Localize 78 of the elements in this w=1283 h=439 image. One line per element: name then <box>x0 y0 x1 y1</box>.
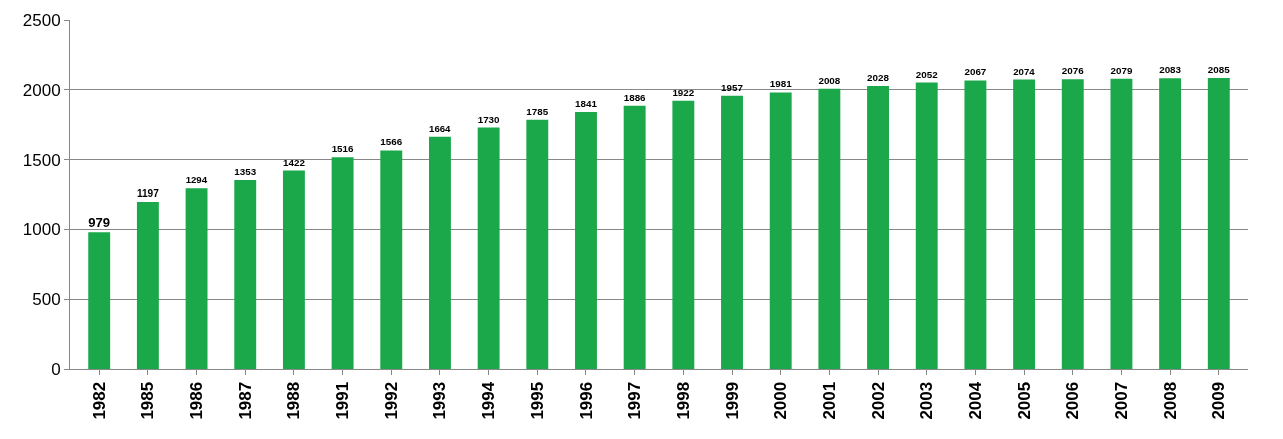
x-tick-label: 1993 <box>430 381 450 420</box>
data-label: 1422 <box>282 156 306 168</box>
data-label: 1886 <box>623 91 647 103</box>
y-tick-label: 2000 <box>22 80 61 100</box>
x-tick-label: 1997 <box>625 381 645 420</box>
data-label: 1785 <box>526 105 549 117</box>
data-label: 2079 <box>1110 64 1133 76</box>
data-label: 1664 <box>429 122 452 134</box>
y-tick-label: 1000 <box>22 220 61 240</box>
bar <box>867 85 889 369</box>
x-tick-label: 1995 <box>527 381 547 420</box>
bar <box>721 95 743 369</box>
y-tick-label: 500 <box>32 290 61 310</box>
bar <box>964 80 987 369</box>
data-label: 1841 <box>575 98 598 110</box>
y-tick-label: 0 <box>51 359 61 379</box>
y-tick-label: 2500 <box>22 10 61 30</box>
data-label: 2074 <box>1013 65 1036 77</box>
bar <box>1207 77 1230 369</box>
bar <box>1013 79 1036 369</box>
bar <box>915 82 938 369</box>
x-tick-label: 1987 <box>235 381 255 420</box>
x-tick-label: 2009 <box>1209 381 1229 420</box>
x-tick-label: 1992 <box>381 381 401 420</box>
bar <box>623 105 646 369</box>
bar <box>136 201 159 369</box>
bar <box>234 180 257 369</box>
bar <box>526 119 549 369</box>
bar <box>769 92 792 369</box>
data-label: 1353 <box>234 166 257 178</box>
data-label: 1566 <box>380 136 403 148</box>
data-label: 979 <box>88 214 111 230</box>
x-tick-label: 1982 <box>89 381 109 420</box>
x-tick-label: 1985 <box>138 381 158 420</box>
data-label: 1957 <box>721 81 744 93</box>
x-tick-label: 1996 <box>576 381 596 420</box>
data-label: 2052 <box>915 68 939 80</box>
bar <box>1159 78 1182 369</box>
x-tick-label: 1998 <box>673 381 693 420</box>
data-label: 1922 <box>672 86 695 98</box>
data-label: 1730 <box>477 113 501 125</box>
bar <box>575 112 597 369</box>
x-tick-label: 2006 <box>1063 381 1083 420</box>
x-tick-label: 2004 <box>965 381 985 420</box>
data-label: 2067 <box>964 66 987 78</box>
x-tick-label: 1999 <box>722 381 742 420</box>
bar <box>1110 78 1133 369</box>
bar <box>185 188 208 369</box>
bar <box>331 157 354 369</box>
x-tick-label: 2000 <box>771 381 791 420</box>
bar <box>88 232 111 369</box>
x-tick-label: 1991 <box>333 381 353 420</box>
data-label: 2085 <box>1207 63 1231 75</box>
bar <box>1061 79 1084 369</box>
x-tick-label: 2001 <box>819 381 839 420</box>
data-label: 2028 <box>867 71 890 83</box>
x-tick-label: 2002 <box>868 381 888 420</box>
x-tick-label: 1988 <box>284 381 304 420</box>
data-label: 2076 <box>1061 65 1085 77</box>
bar <box>672 100 695 369</box>
x-tick-label: 2007 <box>1111 381 1131 420</box>
bar <box>818 88 841 369</box>
x-tick-label: 2003 <box>917 381 937 420</box>
data-label: 1516 <box>331 143 355 155</box>
bar <box>429 136 451 369</box>
x-tick-label: 1986 <box>187 381 207 420</box>
x-tick-label: 2005 <box>1014 381 1034 420</box>
data-label: 1197 <box>136 187 160 199</box>
x-tick-label: 1994 <box>479 381 499 420</box>
bar <box>477 127 500 369</box>
data-label: 2083 <box>1159 64 1182 76</box>
x-tick-label: 2008 <box>1160 381 1180 420</box>
data-label: 1981 <box>769 78 793 90</box>
bar <box>282 170 305 369</box>
y-tick-label: 1500 <box>22 150 61 170</box>
data-label: 1294 <box>185 174 208 186</box>
data-label: 2008 <box>818 74 841 86</box>
bar <box>380 150 403 369</box>
